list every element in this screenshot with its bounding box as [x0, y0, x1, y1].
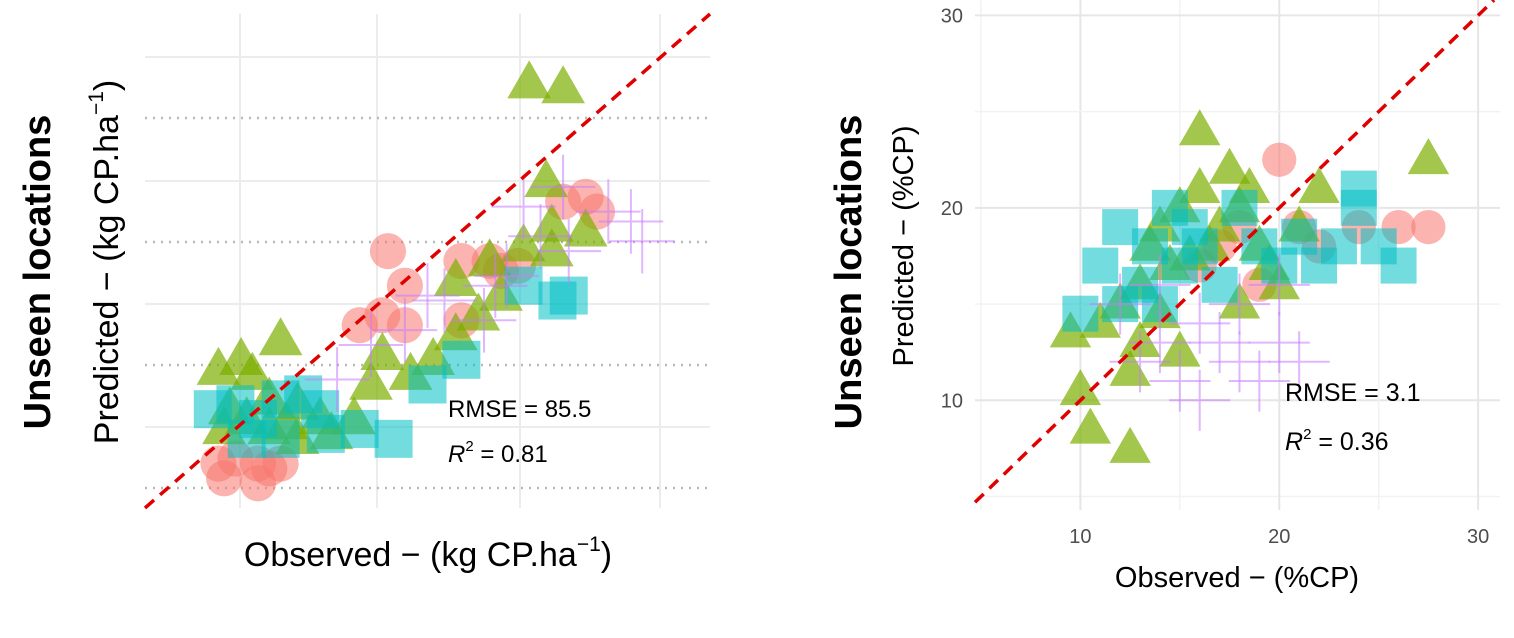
right-y-tick-label: 30 — [941, 5, 963, 27]
right-r2-r: R — [1285, 428, 1303, 456]
left-chart-panel: RMSE = 85.5 R2 = 0.81 Observed − (kg CP.… — [17, 12, 712, 574]
data-point-triangle — [1179, 167, 1221, 204]
data-point-plus — [1248, 254, 1310, 316]
right-y-tick-label: 20 — [941, 198, 963, 220]
data-point-triangle — [467, 238, 512, 277]
data-point-plus — [372, 297, 438, 363]
data-point-triangle — [563, 208, 608, 247]
data-point-triangle — [541, 65, 585, 104]
right-chart-panel: 10 20 30 10 20 30 RMSE = 3.1 R2 = 0.36 Observ… — [828, 0, 1500, 594]
right-r2-value: = 0.36 — [1311, 428, 1388, 456]
data-point-square — [374, 419, 413, 458]
left-x-title-main: Observed − (kg CP.ha — [244, 536, 577, 574]
data-point-plus — [508, 204, 573, 269]
data-point-plus — [451, 287, 517, 353]
left-r2-label: R2 = 0.81 — [448, 438, 548, 468]
left-y-title-close: ) — [88, 80, 126, 91]
left-y-title-main: Predicted − (kg CP.ha — [88, 115, 126, 444]
left-x-title-close: ) — [601, 536, 612, 574]
data-point-circle — [1411, 209, 1446, 245]
data-point-square — [1320, 228, 1357, 265]
data-point-plus — [609, 208, 675, 274]
data-point-triangle — [1179, 109, 1221, 146]
left-x-axis-title: Observed − (kg CP.ha−1) — [244, 533, 612, 574]
left-y-title-sup: −1 — [85, 91, 108, 115]
data-point-square — [1062, 295, 1099, 332]
left-r2-sup: 2 — [465, 438, 473, 455]
data-point-plus — [1169, 292, 1231, 354]
data-point-plus — [1129, 254, 1191, 316]
data-point-square — [1340, 170, 1377, 207]
data-point-plus — [1208, 331, 1271, 393]
data-point-plus — [1149, 350, 1211, 412]
data-point-plus — [1268, 331, 1330, 393]
data-point-triangle — [1059, 369, 1102, 406]
right-x-tick-label: 30 — [1467, 526, 1489, 548]
data-point-triangle — [196, 346, 241, 385]
data-point-square — [1221, 189, 1258, 226]
right-rmse-label: RMSE = 3.1 — [1285, 379, 1420, 407]
data-point-plus — [463, 253, 528, 318]
data-point-plus — [1089, 273, 1151, 335]
data-point-square — [1201, 266, 1238, 303]
right-data-points — [1049, 109, 1450, 463]
data-point-triangle — [1069, 407, 1112, 444]
data-point-plus — [395, 263, 460, 328]
data-point-plus — [491, 174, 556, 239]
data-point-plus — [1169, 369, 1231, 431]
data-point-plus — [536, 218, 602, 284]
right-row-title: Unseen locations — [828, 115, 870, 430]
right-y-tick-label: 10 — [941, 390, 963, 412]
right-x-tick-label: 20 — [1268, 526, 1290, 548]
right-y-axis-title: Predicted − (%CP) — [888, 126, 920, 367]
data-point-plus — [412, 268, 477, 333]
data-point-square — [408, 365, 447, 404]
data-point-triangle — [1407, 138, 1450, 175]
data-point-triangle — [1298, 167, 1340, 204]
data-point-square — [306, 414, 345, 453]
left-data-points — [193, 60, 675, 502]
right-r2-sup: 2 — [1303, 426, 1311, 443]
data-point-square — [1181, 228, 1218, 265]
data-point-square — [442, 340, 481, 379]
left-x-title-sup: −1 — [577, 533, 601, 556]
left-rmse-label: RMSE = 85.5 — [448, 396, 591, 423]
data-point-plus — [576, 179, 641, 244]
data-point-plus — [530, 154, 596, 220]
right-grid — [975, 0, 1500, 510]
data-point-square — [1380, 247, 1417, 284]
right-x-axis-title: Observed − (%CP) — [1115, 562, 1359, 594]
data-point-plus — [598, 189, 664, 254]
right-x-tick-label: 10 — [1069, 526, 1091, 548]
data-point-triangle — [501, 223, 546, 262]
data-point-triangle — [507, 60, 552, 99]
data-point-plus — [304, 347, 370, 412]
left-r2-value: = 0.81 — [474, 441, 548, 468]
data-point-square — [227, 419, 266, 458]
data-point-plus — [1248, 311, 1310, 374]
data-point-square — [340, 409, 379, 448]
right-r2-label: R2 = 0.36 — [1285, 426, 1389, 456]
data-point-triangle — [258, 317, 303, 356]
data-point-circle — [369, 233, 407, 270]
data-point-plus — [474, 243, 539, 309]
data-point-triangle — [1109, 426, 1151, 463]
data-point-triangle — [524, 159, 568, 198]
left-identity-line — [143, 12, 712, 510]
data-point-circle — [1262, 142, 1297, 177]
data-point-triangle — [349, 361, 393, 400]
data-point-square — [261, 419, 300, 458]
data-point-triangle — [1159, 330, 1201, 367]
left-y-axis-title: Predicted − (kg CP.ha−1) — [85, 80, 126, 444]
data-point-plus — [338, 312, 404, 378]
right-tick-labels: 10 20 30 10 20 30 — [941, 5, 1490, 548]
data-point-plus — [1228, 350, 1290, 412]
data-point-triangle — [1208, 147, 1251, 184]
right-identity-line — [973, 0, 1496, 504]
data-point-square — [1082, 247, 1119, 284]
left-row-title: Unseen locations — [17, 115, 59, 430]
data-point-plus — [1208, 273, 1271, 335]
left-r2-r: R — [448, 441, 465, 468]
